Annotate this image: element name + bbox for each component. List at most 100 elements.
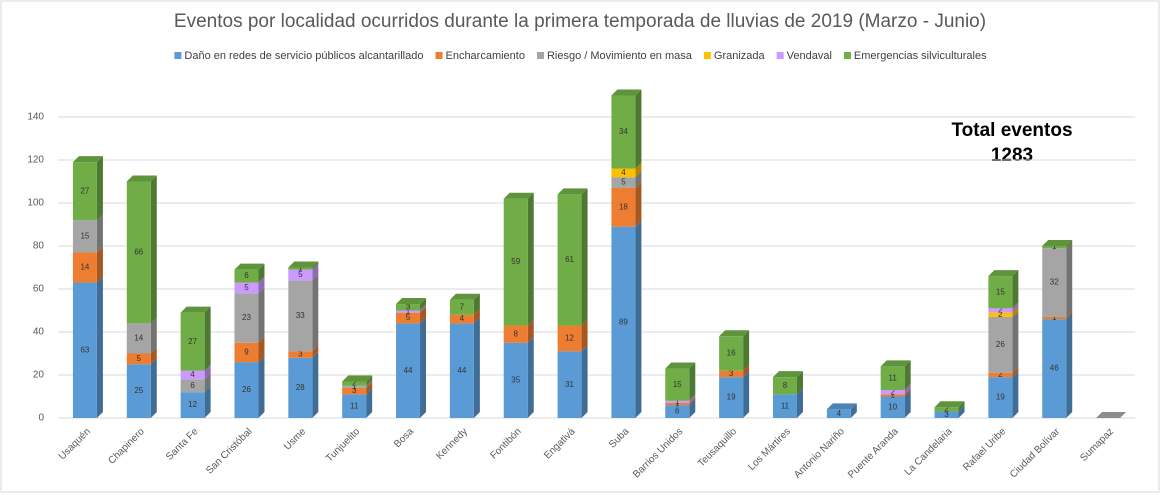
bar-segment xyxy=(665,400,690,403)
y-tick-label: 100 xyxy=(27,198,44,209)
value-label: 11 xyxy=(889,373,898,382)
legend-label: Granizada xyxy=(714,50,766,62)
legend-swatch xyxy=(703,52,711,59)
bar-side xyxy=(204,306,211,371)
annotation: 1283 xyxy=(991,145,1033,166)
value-label: 1 xyxy=(1052,313,1057,322)
bar-side xyxy=(150,317,157,354)
bar-side xyxy=(689,394,696,403)
bar-segment xyxy=(234,269,259,283)
bar-side xyxy=(904,384,911,395)
value-label: 5 xyxy=(621,178,626,187)
value-label: 5 xyxy=(137,354,142,363)
bar-segment xyxy=(665,405,690,418)
value-label: 6 xyxy=(190,381,195,390)
bar-side xyxy=(1012,302,1019,313)
y-tick-label: 120 xyxy=(27,155,44,166)
bar-side xyxy=(258,276,265,294)
bar-segment xyxy=(826,409,851,418)
bar-side xyxy=(473,317,480,418)
bar-segment xyxy=(665,402,690,406)
bar-segment xyxy=(880,396,905,418)
bar-side xyxy=(635,171,642,188)
legend-label: Riesgo / Movimiento en masa xyxy=(547,50,693,62)
bar-segment xyxy=(988,316,1013,373)
value-label: 2 xyxy=(998,306,1003,315)
value-label: 12 xyxy=(565,334,574,343)
bar-side xyxy=(96,246,103,283)
value-label: 4 xyxy=(190,370,195,379)
bar-side xyxy=(635,220,642,418)
value-label: 89 xyxy=(619,317,628,326)
bar-top xyxy=(719,330,750,337)
bar-side xyxy=(150,347,157,365)
bar-segment xyxy=(180,379,205,393)
bar-top xyxy=(826,403,857,410)
value-label: 3 xyxy=(729,369,734,378)
value-label: 8 xyxy=(513,329,518,338)
bar-segment xyxy=(611,226,636,418)
bar-side xyxy=(1012,366,1019,378)
value-label: 6 xyxy=(675,407,680,416)
value-label: 18 xyxy=(619,202,628,211)
bar-top xyxy=(449,293,480,300)
bar-side xyxy=(796,371,803,395)
bar-segment xyxy=(719,336,744,371)
legend-swatch xyxy=(174,52,182,59)
value-label: 2 xyxy=(890,387,895,396)
bar-segment xyxy=(772,377,797,395)
value-label: 66 xyxy=(134,248,143,257)
bar-top xyxy=(934,401,965,408)
value-label: 33 xyxy=(296,311,305,320)
bar-side xyxy=(204,373,211,393)
value-label: 44 xyxy=(404,366,413,375)
bar-segment xyxy=(719,377,744,418)
bar-top xyxy=(503,192,534,199)
legend-swatch xyxy=(776,52,784,59)
bar-side xyxy=(473,308,480,324)
legend-label: Daño en redes de servicio públicos alcan… xyxy=(184,50,423,62)
bar-side xyxy=(150,358,157,418)
value-label: 26 xyxy=(242,385,251,394)
bar-segment xyxy=(719,370,744,378)
bar-side xyxy=(1066,240,1073,249)
value-label: 3 xyxy=(944,410,949,419)
value-label: 4 xyxy=(837,409,842,418)
value-label: 2 xyxy=(998,310,1003,319)
legend-swatch xyxy=(435,52,443,59)
bar-side xyxy=(689,399,696,418)
bar-side xyxy=(1012,310,1019,373)
bar-top xyxy=(880,360,911,367)
bar-side xyxy=(312,261,319,270)
bar-segment xyxy=(288,267,313,270)
bar-side xyxy=(904,360,911,391)
bar-side xyxy=(366,381,373,395)
legend-swatch xyxy=(843,52,851,59)
value-label: 8 xyxy=(783,381,788,390)
bar-side xyxy=(312,263,319,281)
bar-side xyxy=(96,276,103,418)
bar-segment xyxy=(342,381,367,386)
bar-segment xyxy=(449,323,474,418)
bar-segment xyxy=(611,168,636,178)
bar-segment xyxy=(934,407,959,412)
value-label: 27 xyxy=(80,186,89,195)
bar-side xyxy=(1066,313,1073,418)
bar-segment xyxy=(342,387,367,395)
bar-segment xyxy=(234,342,259,363)
bar-top xyxy=(396,298,427,305)
bar-side xyxy=(1066,310,1073,320)
value-label: 15 xyxy=(996,287,1005,296)
value-label: 2 xyxy=(352,379,357,388)
value-label: 2 xyxy=(998,370,1003,379)
value-label: 16 xyxy=(727,349,736,358)
bar-segment xyxy=(234,362,259,418)
value-label: 7 xyxy=(460,302,465,311)
bar-segment xyxy=(449,314,474,324)
bar-segment xyxy=(934,411,959,418)
bar-side xyxy=(204,386,211,418)
y-tick-label: 60 xyxy=(33,284,45,295)
legend-label: Emergencias silviculturales xyxy=(854,50,987,62)
value-label: 5 xyxy=(244,283,249,292)
